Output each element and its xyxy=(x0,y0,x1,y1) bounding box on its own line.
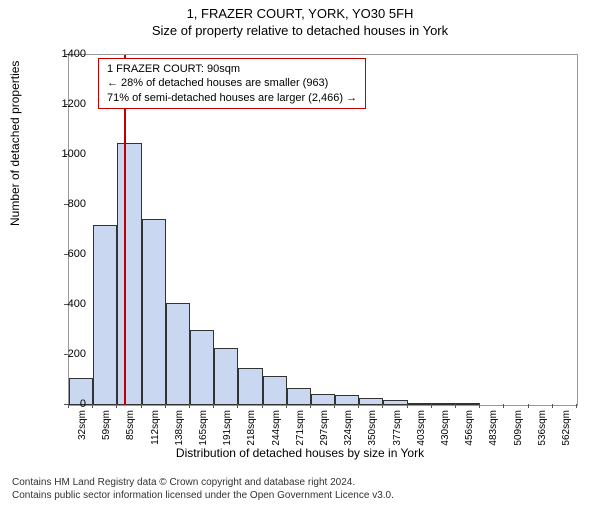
y-tick-mark xyxy=(64,254,68,255)
x-tick-mark xyxy=(407,404,408,408)
chart-container: 1, FRAZER COURT, YORK, YO30 5FH Size of … xyxy=(0,6,600,506)
x-tick-label: 59sqm xyxy=(101,410,112,440)
x-tick-mark xyxy=(116,404,117,408)
copyright-line-2: Contains public sector information licen… xyxy=(12,489,394,502)
x-tick-mark xyxy=(68,404,69,408)
x-tick-mark xyxy=(165,404,166,408)
x-tick-mark xyxy=(262,404,263,408)
x-tick-label: 218sqm xyxy=(246,410,257,446)
x-tick-label: 297sqm xyxy=(319,410,330,446)
x-tick-label: 536sqm xyxy=(537,410,548,446)
histogram-bar xyxy=(335,395,359,405)
annotation-line-3: 71% of semi-detached houses are larger (… xyxy=(107,91,357,105)
x-tick-label: 165sqm xyxy=(198,410,209,446)
x-tick-mark xyxy=(286,404,287,408)
histogram-bar xyxy=(238,368,262,406)
main-title: 1, FRAZER COURT, YORK, YO30 5FH xyxy=(0,6,600,21)
x-tick-label: 32sqm xyxy=(77,410,88,440)
x-tick-label: 191sqm xyxy=(222,410,233,446)
x-tick-mark xyxy=(141,404,142,408)
x-tick-label: 562sqm xyxy=(561,410,572,446)
histogram-bar xyxy=(311,394,335,405)
x-tick-mark xyxy=(358,404,359,408)
y-tick-mark xyxy=(64,54,68,55)
x-tick-mark xyxy=(528,404,529,408)
x-tick-label: 85sqm xyxy=(125,410,136,440)
histogram-bar xyxy=(263,376,287,405)
histogram-bar xyxy=(190,330,214,405)
copyright-line-1: Contains HM Land Registry data © Crown c… xyxy=(12,476,394,489)
x-tick-label: 324sqm xyxy=(343,410,354,446)
histogram-bar xyxy=(93,225,117,405)
x-axis-label: Distribution of detached houses by size … xyxy=(0,446,600,460)
x-tick-label: 377sqm xyxy=(392,410,403,446)
histogram-bar xyxy=(383,400,407,405)
histogram-bar xyxy=(408,403,432,405)
x-tick-mark xyxy=(382,404,383,408)
annotation-line-2: ← 28% of detached houses are smaller (96… xyxy=(107,76,357,90)
histogram-bar xyxy=(142,219,166,405)
x-tick-label: 271sqm xyxy=(295,410,306,446)
histogram-bar xyxy=(456,403,480,405)
x-tick-mark xyxy=(576,404,577,408)
x-tick-label: 403sqm xyxy=(416,410,427,446)
sub-title: Size of property relative to detached ho… xyxy=(0,23,600,38)
x-tick-label: 138sqm xyxy=(174,410,185,446)
copyright-text: Contains HM Land Registry data © Crown c… xyxy=(12,476,394,502)
y-axis-label: Number of detached properties xyxy=(8,61,22,226)
x-tick-mark xyxy=(552,404,553,408)
y-tick-mark xyxy=(64,154,68,155)
x-tick-mark xyxy=(92,404,93,408)
annotation-line-1: 1 FRAZER COURT: 90sqm xyxy=(107,62,357,76)
histogram-bar xyxy=(359,398,383,406)
y-tick-mark xyxy=(64,304,68,305)
x-tick-label: 430sqm xyxy=(440,410,451,446)
annotation-box: 1 FRAZER COURT: 90sqm ← 28% of detached … xyxy=(98,58,366,109)
histogram-bar xyxy=(287,388,311,406)
y-tick-mark xyxy=(64,104,68,105)
x-tick-mark xyxy=(189,404,190,408)
y-tick-mark xyxy=(64,204,68,205)
y-tick-mark xyxy=(64,354,68,355)
x-tick-mark xyxy=(237,404,238,408)
x-tick-label: 456sqm xyxy=(464,410,475,446)
x-tick-label: 112sqm xyxy=(150,410,161,445)
x-tick-label: 509sqm xyxy=(513,410,524,446)
x-tick-label: 483sqm xyxy=(488,410,499,446)
x-tick-mark xyxy=(334,404,335,408)
x-tick-label: 350sqm xyxy=(367,410,378,446)
histogram-bar xyxy=(214,348,238,406)
x-tick-mark xyxy=(310,404,311,408)
x-tick-mark xyxy=(213,404,214,408)
x-tick-mark xyxy=(479,404,480,408)
histogram-bar xyxy=(166,303,190,406)
histogram-bar xyxy=(117,143,141,406)
histogram-bar xyxy=(432,403,456,405)
x-tick-label: 244sqm xyxy=(271,410,282,446)
x-tick-mark xyxy=(431,404,432,408)
x-tick-mark xyxy=(503,404,504,408)
x-tick-mark xyxy=(455,404,456,408)
